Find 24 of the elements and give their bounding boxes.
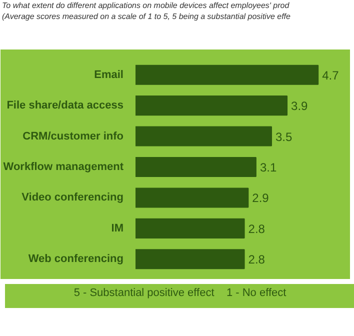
- data-label: 2.9: [252, 191, 270, 206]
- y-tick-label: File share/data access: [6, 99, 124, 112]
- chart-subtitle: (Average scores measured on a scale of 1 to 5, 5 being a substantial positive effe: [2, 11, 290, 23]
- data-label: 2.8: [248, 222, 266, 236]
- bar: [136, 218, 245, 238]
- bar: [136, 248, 245, 270]
- bar: [136, 156, 256, 177]
- chart-title: To what extent do different applications on mobile devices affect employees' prod: [2, 0, 290, 12]
- y-tick-label: Workflow management: [3, 160, 124, 173]
- data-label: 3.9: [291, 98, 308, 113]
- y-tick-label: Email: [94, 68, 124, 81]
- bar: [136, 64, 319, 85]
- bar: [136, 95, 288, 116]
- bar: [136, 188, 249, 208]
- bar: [136, 126, 272, 146]
- y-tick-label: CRM/customer info: [22, 130, 124, 142]
- data-label: 4.7: [322, 68, 340, 82]
- y-tick-label: Web conferencing: [28, 252, 124, 265]
- y-tick-label: Video conferencing: [22, 192, 124, 204]
- text: 5 - Substantial positive effect 1 - No effect: [74, 286, 286, 301]
- data-label: 3.1: [260, 160, 277, 174]
- data-label: 2.8: [248, 252, 266, 266]
- y-tick-label: IM: [111, 222, 124, 234]
- data-label: 3.5: [275, 130, 292, 144]
